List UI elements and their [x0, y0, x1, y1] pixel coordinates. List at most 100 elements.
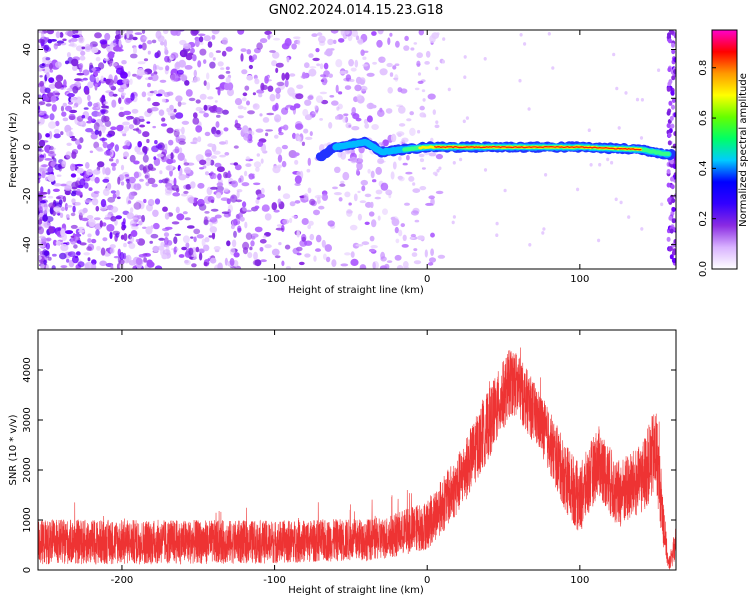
spectrogram-noise-cell [240, 216, 245, 222]
spectrogram-noise-cell [425, 50, 431, 58]
spectrogram-noise-cell [619, 200, 623, 205]
spectrogram-noise-cell [153, 158, 161, 166]
spectrogram-noise-cell [193, 228, 201, 235]
spectrogram-noise-cell [214, 214, 222, 219]
spectrogram-noise-cell [161, 254, 168, 260]
spectrogram-noise-cell [319, 118, 323, 121]
spectrogram-noise-cell [133, 171, 140, 179]
spectrogram-noise-cell [65, 30, 74, 36]
spectrogram-noise-cell [203, 80, 207, 86]
spectrogram-noise-cell [319, 63, 324, 70]
snr-y-tick-label: 2000 [22, 457, 33, 482]
spectrogram-noise-cell [261, 204, 270, 212]
spectrogram-x-tick-label: -100 [263, 274, 286, 285]
spectrogram-noise-cell [363, 50, 369, 53]
spectrogram-noise-cell [413, 260, 422, 265]
spectrogram-noise-cell [296, 229, 301, 238]
spectrogram-noise-cell [378, 56, 386, 63]
spectrogram-noise-cell [186, 225, 195, 229]
spectrogram-noise-cell [108, 82, 114, 89]
spectrogram-noise-cell [126, 30, 134, 35]
spectrogram-noise-cell [281, 72, 286, 81]
spectrogram-noise-cell [211, 34, 216, 40]
spectrogram-noise-cell [87, 81, 94, 89]
spectrogram-noise-cell [47, 174, 56, 182]
spectrogram-noise-cell [114, 34, 120, 40]
spectrogram-noise-cell [184, 80, 190, 86]
spectrogram-noise-cell [463, 75, 467, 79]
spectrogram-noise-cell [75, 96, 83, 105]
spectrogram-noise-cell [195, 106, 203, 112]
spectrogram-noise-cell [372, 179, 377, 183]
spectrogram-noise-cell [223, 187, 229, 192]
spectrogram-noise-cell [123, 233, 128, 242]
snr-x-label: Height of straight line (km) [288, 585, 424, 596]
spectrogram-noise-cell [55, 120, 60, 127]
spectrogram-noise-cell [277, 185, 281, 191]
spectrogram-noise-cell [75, 251, 81, 256]
spectrogram-plot-area [38, 30, 676, 269]
spectrogram-noise-cell [667, 132, 672, 138]
spectrogram-noise-cell [255, 128, 264, 133]
spectrogram-noise-cell [38, 165, 47, 174]
spectrogram-noise-cell [74, 78, 83, 82]
spectrogram-noise-cell [340, 263, 349, 267]
spectrogram-noise-cell [315, 248, 321, 252]
spectrogram-noise-cell [394, 63, 400, 66]
snr-panel: -200 -100 0 100 0 1000 2000 3000 4000 Height of… [8, 329, 677, 596]
spectrogram-noise-cell [670, 184, 675, 190]
spectrogram-y-tick-label: 0 [22, 144, 33, 150]
spectrogram-noise-cell [176, 69, 184, 75]
spectrogram-noise-cell [418, 30, 424, 36]
spectrogram-noise-cell [292, 132, 296, 139]
spectrogram-noise-cell [98, 125, 107, 131]
spectrogram-noise-cell [669, 254, 674, 260]
spectrogram-noise-cell [87, 233, 92, 238]
spectrogram-noise-cell [240, 48, 247, 52]
spectrogram-noise-cell [101, 124, 105, 128]
spectrogram-noise-cell [48, 195, 54, 199]
spectrogram-noise-cell [523, 42, 527, 46]
spectrogram-noise-cell [304, 62, 310, 69]
spectrogram-noise-cell [104, 217, 111, 220]
spectrogram-noise-cell [237, 105, 244, 110]
spectrogram-noise-cell [164, 46, 168, 52]
spectrogram-noise-cell [297, 39, 301, 46]
spectrogram-noise-cell [127, 71, 131, 77]
spectrogram-noise-cell [495, 233, 499, 237]
spectrogram-noise-cell [111, 99, 117, 108]
spectrogram-noise-cell [102, 188, 110, 196]
spectrogram-noise-cell [219, 141, 227, 145]
spectrogram-noise-cell [435, 153, 443, 160]
spectrogram-noise-cell [210, 155, 217, 159]
spectrogram-noise-cell [286, 56, 290, 63]
spectrogram-noise-cell [356, 161, 363, 171]
spectrogram-noise-cell [390, 216, 396, 221]
spectrogram-noise-cell [344, 252, 351, 256]
spectrogram-noise-cell [217, 262, 223, 269]
spectrogram-noise-cell [436, 32, 440, 36]
spectrogram-noise-cell [124, 174, 130, 177]
spectrogram-noise-cell [390, 171, 395, 180]
spectrogram-noise-cell [165, 165, 171, 171]
spectrogram-noise-cell [148, 76, 153, 81]
spectrogram-noise-cell [158, 66, 164, 71]
spectrogram-noise-cell [132, 117, 141, 126]
spectrogram-noise-cell [71, 181, 79, 190]
spectrogram-noise-cell [160, 241, 165, 248]
spectrogram-noise-cell [576, 187, 580, 192]
spectrogram-noise-cell [214, 100, 218, 103]
spectrogram-noise-cell [371, 104, 377, 109]
spectrogram-noise-cell [354, 59, 359, 68]
spectrogram-y-tick-label: -20 [22, 188, 33, 204]
spectrogram-noise-cell [257, 141, 264, 148]
spectrogram-noise-cell [65, 151, 72, 159]
spectrogram-noise-cell [395, 40, 400, 48]
spectrogram-noise-cell [305, 136, 313, 140]
spectrogram-noise-cell [148, 167, 157, 172]
spectrogram-noise-cell [38, 239, 42, 245]
spectrogram-noise-cell [278, 242, 282, 246]
spectrogram-noise-cell [142, 226, 147, 229]
spectrogram-noise-cell [86, 215, 94, 220]
spectrogram-noise-cell [409, 111, 415, 116]
